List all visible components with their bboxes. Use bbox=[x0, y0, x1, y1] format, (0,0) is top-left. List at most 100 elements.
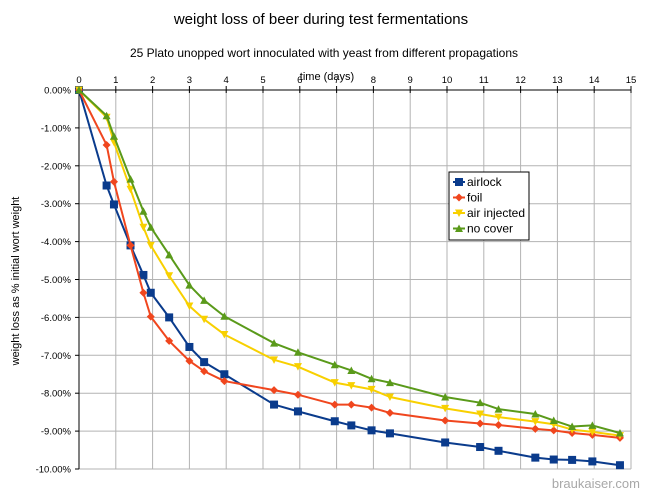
data-point-no-cover bbox=[531, 410, 540, 418]
data-point-no-cover bbox=[75, 86, 83, 94]
data-point-air-injected bbox=[476, 410, 485, 419]
data-point-no-cover bbox=[330, 360, 339, 369]
data-point-foil bbox=[126, 241, 135, 250]
x-tick-label: 15 bbox=[626, 75, 637, 86]
legend-label-airlock: airlock bbox=[467, 175, 503, 189]
data-point-foil bbox=[347, 400, 356, 409]
data-point-airlock bbox=[531, 453, 540, 462]
data-point-air-injected bbox=[139, 223, 148, 232]
chart-title: weight loss of beer during test fermenta… bbox=[173, 11, 468, 28]
data-point-no-cover bbox=[139, 207, 148, 215]
data-point-foil bbox=[531, 424, 540, 433]
data-point-foil bbox=[146, 312, 155, 321]
x-tick-label: 1 bbox=[113, 75, 118, 86]
data-point-airlock bbox=[270, 400, 279, 409]
data-point-foil bbox=[367, 403, 376, 412]
data-point-air-injected bbox=[588, 428, 597, 436]
data-point-air-injected bbox=[146, 241, 155, 250]
legend-marker-foil bbox=[455, 193, 463, 202]
y-tick-label: -4.00% bbox=[41, 237, 72, 248]
x-tick-labels: 0 1 2 3 4 5 6 7 8 9 10 11 12 13 14 15 bbox=[76, 75, 636, 86]
x-tick-label: 5 bbox=[260, 75, 265, 86]
data-point-airlock bbox=[588, 457, 597, 466]
data-point-airlock bbox=[102, 181, 111, 190]
data-point-no-cover bbox=[588, 421, 597, 429]
y-tick-label: 0.00% bbox=[44, 86, 71, 97]
data-point-no-cover bbox=[270, 339, 279, 347]
data-point-no-cover bbox=[615, 428, 624, 437]
data-point-airlock bbox=[165, 313, 174, 322]
x-tick-label: 3 bbox=[187, 75, 192, 86]
legend-label-no-cover: no cover bbox=[467, 222, 513, 236]
data-point-airlock bbox=[220, 370, 229, 379]
data-point-air-injected bbox=[531, 418, 540, 426]
data-point-airlock bbox=[146, 288, 155, 297]
legend-marker-no-cover bbox=[455, 224, 463, 232]
data-point-no-cover bbox=[494, 405, 503, 413]
data-point-no-cover bbox=[385, 378, 394, 387]
data-point-no-cover bbox=[220, 312, 229, 320]
data-point-airlock bbox=[109, 200, 118, 209]
y-tick-label: -6.00% bbox=[41, 313, 72, 324]
data-point-foil bbox=[270, 386, 279, 395]
data-point-no-cover bbox=[293, 348, 302, 356]
data-point-foil bbox=[385, 408, 394, 417]
data-point-airlock bbox=[185, 342, 194, 351]
data-point-foil bbox=[200, 367, 209, 376]
x-tick-label: 11 bbox=[479, 75, 489, 86]
data-point-foil bbox=[220, 377, 229, 386]
data-point-foil bbox=[549, 426, 558, 435]
data-point-airlock bbox=[330, 417, 339, 426]
data-point-airlock bbox=[367, 426, 376, 435]
y-tick-label: -3.00% bbox=[41, 199, 72, 210]
data-point-airlock bbox=[494, 446, 503, 455]
x-tick-label: 9 bbox=[408, 75, 413, 86]
data-point-air-injected bbox=[165, 272, 174, 280]
x-tick-label: 10 bbox=[442, 75, 453, 86]
data-point-airlock bbox=[615, 461, 624, 470]
data-point-air-injected bbox=[220, 330, 229, 339]
series-line-no-cover bbox=[78, 89, 621, 434]
series-layer bbox=[75, 86, 624, 470]
data-point-air-injected bbox=[347, 382, 356, 390]
data-point-no-cover bbox=[165, 250, 174, 259]
data-point-foil bbox=[476, 419, 485, 428]
data-point-foil bbox=[293, 390, 302, 399]
x-tick-label: 8 bbox=[371, 75, 376, 86]
data-point-no-cover bbox=[441, 392, 450, 401]
data-point-airlock bbox=[441, 438, 450, 447]
data-point-air-injected bbox=[185, 302, 194, 311]
data-point-air-injected bbox=[270, 356, 279, 364]
x-tick-label: 6 bbox=[297, 75, 302, 86]
axes bbox=[75, 86, 632, 470]
data-point-no-cover bbox=[568, 422, 577, 431]
data-point-foil bbox=[109, 177, 118, 186]
data-point-air-injected bbox=[293, 363, 302, 371]
data-point-air-injected bbox=[367, 385, 376, 394]
data-point-airlock bbox=[549, 455, 558, 464]
data-point-no-cover bbox=[102, 111, 111, 120]
x-axis-label: time (days) bbox=[300, 71, 354, 83]
y-axis-label: weight loss as % initial wort weight bbox=[10, 197, 22, 367]
data-point-airlock bbox=[385, 429, 394, 438]
data-point-air-injected bbox=[385, 393, 394, 401]
data-point-air-injected bbox=[494, 413, 503, 422]
data-point-airlock bbox=[476, 443, 485, 452]
data-point-no-cover bbox=[347, 366, 356, 374]
y-tick-label: -2.00% bbox=[41, 161, 72, 172]
y-tick-label: -7.00% bbox=[41, 351, 72, 362]
data-point-foil bbox=[102, 140, 111, 149]
x-tick-label: 4 bbox=[224, 75, 229, 86]
x-tick-label: 0 bbox=[76, 75, 81, 86]
data-point-foil bbox=[165, 336, 174, 345]
data-point-no-cover bbox=[367, 374, 376, 383]
y-tick-label: -5.00% bbox=[41, 275, 72, 286]
x-tick-label: 12 bbox=[515, 75, 526, 86]
legend-label-air-injected: air injected bbox=[467, 206, 525, 220]
data-point-air-injected bbox=[126, 185, 135, 194]
data-point-foil bbox=[441, 416, 450, 425]
